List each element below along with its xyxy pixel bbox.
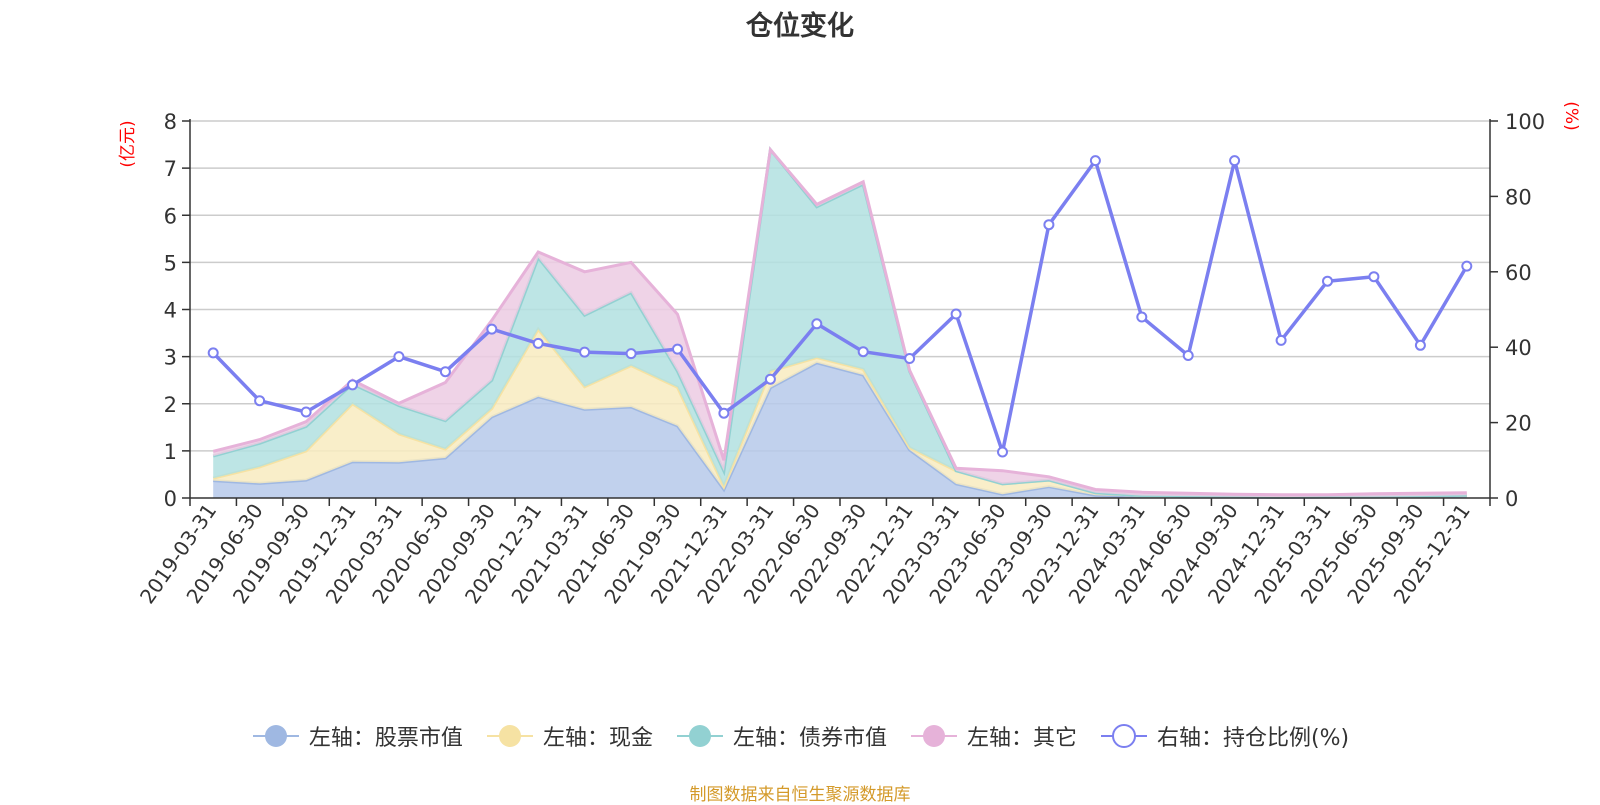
legend-item[interactable]: 左轴：现金: [485, 720, 653, 752]
ratio-point: [625, 348, 637, 360]
legend-label: 右轴：持仓比例(%): [1156, 726, 1350, 751]
right-tick-label: 100: [1505, 110, 1545, 134]
ratio-point: [1229, 155, 1241, 167]
ratio-point: [718, 407, 730, 419]
chart-title: 仓位变化: [746, 11, 854, 42]
legend-marker-circle: [922, 725, 945, 747]
ratio-point: [347, 379, 358, 391]
right-tick-label: 20: [1505, 412, 1532, 436]
legend-marker-icon: [252, 725, 299, 747]
source-note: 制图数据来自恒生聚源数据库: [689, 785, 911, 805]
left-tick-label: 1: [164, 440, 177, 464]
legend-label: 左轴：其它: [966, 726, 1077, 751]
legend-item[interactable]: 右轴：持仓比例(%): [1099, 720, 1349, 752]
ratio-point: [532, 337, 544, 349]
right-tick-label: 0: [1505, 487, 1518, 511]
left-tick-label: 6: [164, 204, 177, 228]
ratio-point: [254, 395, 266, 407]
ratio-point: [439, 366, 451, 378]
left-tick-label: 3: [164, 346, 177, 370]
area-series-4-edge: [212, 146, 1467, 497]
legend: 左轴：股票市值 左轴：现金 左轴：债券市值 左轴：其它 右轴：持仓比例(%): [0, 720, 1600, 752]
legend-marker-circle: [498, 725, 521, 747]
legend-label: 左轴：股票市值: [308, 726, 463, 751]
stacked-areas: [212, 146, 1467, 500]
ratio-point: [672, 343, 683, 355]
left-tick-label: 7: [164, 157, 177, 181]
legend-marker-circle: [264, 725, 287, 747]
ratio-point: [579, 346, 591, 358]
left-tick-label: 4: [164, 299, 177, 323]
legend-marker-circle: [1111, 724, 1136, 748]
ratio-point: [1182, 350, 1194, 361]
ratio-point: [857, 346, 869, 358]
ratio-point: [207, 347, 219, 359]
area-series-1: [213, 362, 1467, 498]
ratio-point: [486, 323, 498, 335]
ratio-line-layer: [207, 155, 1473, 458]
legend-label: 左轴：债券市值: [732, 726, 887, 751]
legend-label: 左轴：现金: [542, 726, 653, 751]
area-series-3: [213, 149, 1467, 498]
right-axis-unit: (%): [1561, 101, 1581, 130]
ratio-point: [764, 373, 776, 385]
ratio-point: [1322, 275, 1333, 287]
ratio-point: [1275, 334, 1287, 346]
right-tick-label: 80: [1505, 185, 1532, 209]
legend-marker-icon: [1100, 724, 1147, 748]
legend-marker-circle: [688, 725, 711, 747]
right-tick-label: 60: [1505, 261, 1532, 285]
legend-item[interactable]: 左轴：其它: [909, 720, 1077, 752]
legend-item[interactable]: 左轴：债券市值: [675, 720, 887, 752]
ratio-point: [1414, 339, 1426, 351]
left-tick-label: 2: [164, 393, 177, 417]
legend-item[interactable]: 左轴：股票市值: [251, 720, 463, 752]
left-tick-label: 5: [164, 251, 177, 275]
ratio-point: [904, 353, 916, 364]
ratio-point: [1136, 311, 1148, 323]
ratio-point: [300, 406, 312, 418]
left-tick-label: 8: [164, 110, 177, 134]
ratio-point: [393, 351, 405, 363]
ratio-point: [997, 446, 1008, 458]
ratio-line: [211, 158, 1469, 454]
ratio-point: [1089, 155, 1101, 167]
legend-marker-icon: [486, 725, 533, 747]
area-series-2: [213, 329, 1467, 498]
legend-marker-icon: [676, 725, 723, 747]
ratio-point: [811, 318, 823, 330]
ratio-point: [1043, 219, 1055, 231]
left-axis-unit: (亿元): [118, 120, 138, 167]
left-tick-label: 0: [164, 487, 177, 511]
ratio-point: [1368, 271, 1380, 283]
legend-marker-icon: [910, 725, 957, 747]
ratio-point: [950, 308, 962, 320]
right-tick-label: 40: [1505, 336, 1532, 360]
ratio-point: [1461, 260, 1473, 272]
